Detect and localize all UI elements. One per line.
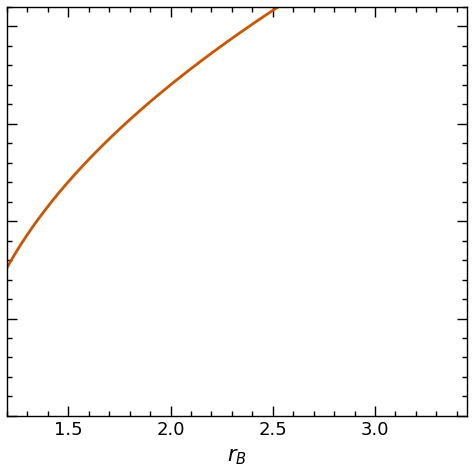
X-axis label: $r_B$: $r_B$	[227, 447, 247, 467]
